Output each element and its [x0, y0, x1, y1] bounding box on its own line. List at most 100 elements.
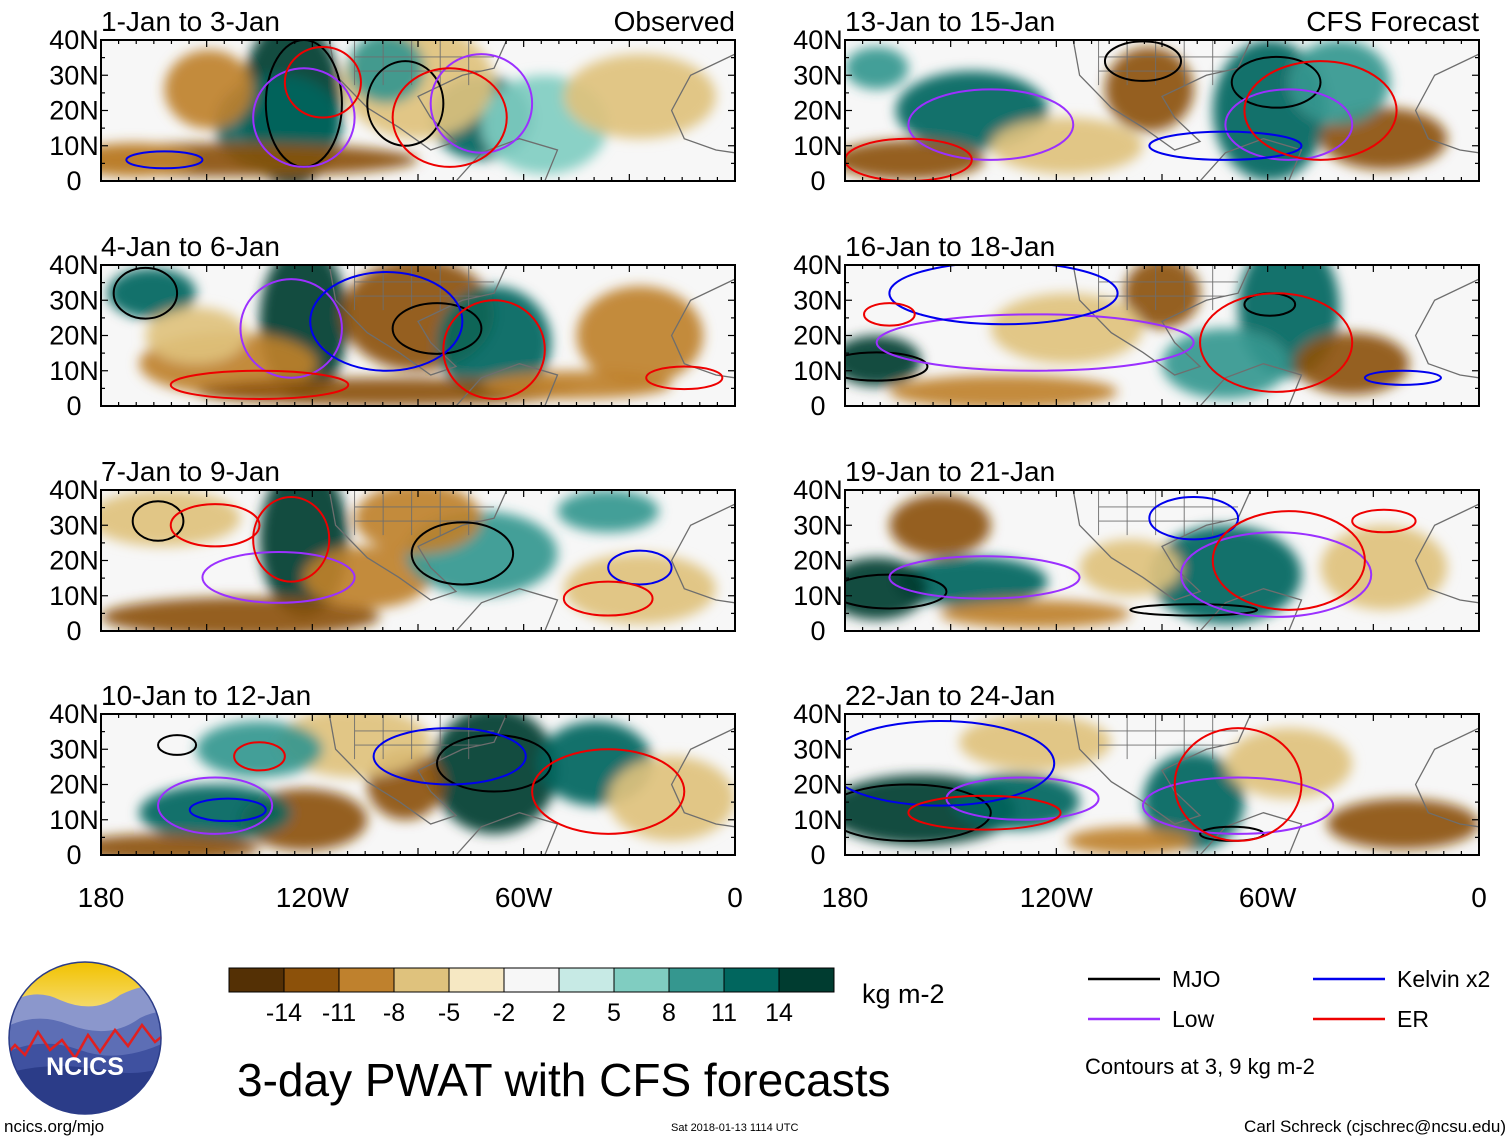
panel-ticks [100, 39, 736, 182]
legend-label: Kelvin x2 [1397, 966, 1490, 992]
colorbar-level: -2 [493, 999, 515, 1027]
contour-line [888, 265, 1119, 326]
contour-line [157, 734, 198, 756]
lat-tick-label: 40N [793, 475, 843, 505]
website-link[interactable]: ncics.org/mjo [4, 1117, 104, 1136]
panel-1: 40N 30N 20N 10N 0 1-Jan to 3-Jan Observed [49, 6, 736, 196]
lat-tick-label: 0 [810, 391, 825, 421]
lon-tick-label: 120W [276, 882, 350, 913]
colorbar-level: 8 [662, 999, 676, 1027]
anomaly-field [101, 490, 716, 631]
anomaly-blob [889, 374, 1118, 406]
anomaly-blob [430, 714, 558, 834]
lon-tick-label: 180 [822, 882, 869, 913]
ncics-logo[interactable]: NCICS [0, 961, 170, 1120]
panel-7: 40N 30N 20N 10N 0 19-Jan to 21-Jan [793, 456, 1480, 646]
contour-line [1199, 292, 1354, 393]
contour-line [1243, 60, 1398, 161]
contour-line [845, 351, 929, 382]
lat-tick-label: 10N [49, 581, 99, 611]
contour-line [1173, 727, 1303, 842]
anomaly-field [845, 494, 1448, 629]
figure-title: 3-day PWAT with CFS forecasts [237, 1054, 891, 1106]
colorbar-swatch [283, 967, 340, 993]
contour-note: Contours at 3, 9 kg m-2 [1085, 1054, 1315, 1079]
contour-line [169, 369, 350, 400]
coastlines [328, 714, 735, 855]
contour-line [845, 783, 992, 842]
anomaly-blob [303, 546, 431, 609]
colorbar-level: 5 [607, 999, 621, 1027]
contour-line [1148, 130, 1303, 161]
panel-title: 22-Jan to 24-Jan [845, 680, 1055, 711]
panels-layer: 40N 30N 20N 10N 0 1-Jan to 3-Jan Observed 40N 30… [49, 6, 1487, 913]
panel-title: 19-Jan to 21-Jan [845, 456, 1055, 487]
contour-line [283, 46, 362, 119]
panel-title: 10-Jan to 12-Jan [101, 680, 311, 711]
panel-title: 1-Jan to 3-Jan [101, 6, 280, 37]
lat-tick-label: 30N [793, 510, 843, 540]
colorbar-swatch [613, 967, 670, 993]
anomaly-field [845, 40, 1448, 181]
anomaly-blob [889, 494, 991, 557]
lat-tick-label: 20N [793, 770, 843, 800]
lat-tick-label: 40N [793, 25, 843, 55]
timestamp: Sat 2018-01-13 1114 UTC [671, 1122, 798, 1134]
contour-line [875, 313, 1195, 372]
contour-line [1148, 496, 1240, 541]
panel-ticks [100, 713, 736, 856]
wave-contours [112, 266, 724, 400]
contour-line [845, 720, 1056, 807]
contour-line [188, 797, 267, 823]
anomaly-blob [895, 556, 1048, 608]
lat-tick-label: 20N [49, 546, 99, 576]
lat-tick-label: 30N [793, 285, 843, 315]
anomaly-blob [1142, 752, 1245, 851]
contour-line [1129, 603, 1259, 617]
lat-tick-label: 40N [49, 250, 99, 280]
wave-contours [845, 720, 1335, 842]
contour-line [1363, 369, 1442, 386]
contour-line [907, 794, 1062, 831]
contour-line [1230, 55, 1322, 109]
lat-tick-label: 0 [810, 840, 825, 870]
contour-line [391, 67, 508, 168]
colorbar-swatch [668, 967, 725, 993]
colorbar-swatch [723, 967, 780, 993]
lat-tick-label: 0 [66, 391, 81, 421]
anomaly-blob [101, 490, 241, 547]
anomaly-field [845, 265, 1410, 406]
contour-line [372, 727, 527, 786]
panel-title: 16-Jan to 18-Jan [845, 231, 1055, 262]
panel-ticks [844, 264, 1480, 407]
colorbar-level: 2 [552, 999, 566, 1027]
contour-line [1224, 88, 1354, 161]
contour-line [391, 302, 483, 355]
anomaly-blob [845, 557, 928, 620]
legend: MJO Kelvin x2 Low ER [1088, 966, 1490, 1032]
anomaly-blob [990, 293, 1143, 364]
lat-tick-label: 30N [49, 285, 99, 315]
lat-tick-label: 30N [793, 734, 843, 764]
anomaly-blob [139, 784, 292, 841]
lat-tick-label: 20N [49, 770, 99, 800]
legend-label: ER [1397, 1006, 1429, 1032]
contour-line [888, 555, 1081, 600]
anomaly-blob [563, 553, 716, 624]
lon-tick-label: 60W [1239, 882, 1297, 913]
anomaly-blob [1066, 826, 1194, 855]
colorbar-level: -11 [322, 999, 356, 1027]
colorbar: -14 -11 -8 -5 -2 2 5 8 11 14 [228, 967, 835, 1027]
contour-line [157, 776, 274, 835]
contour-line [645, 365, 724, 391]
coastlines [1072, 265, 1479, 406]
anomaly-blob [557, 490, 659, 533]
anomaly-blob [563, 54, 716, 139]
anomaly-blob [164, 49, 254, 129]
lon-tick-label: 60W [495, 882, 553, 913]
anomaly-blob [1225, 728, 1353, 799]
panel-title: 13-Jan to 15-Jan [845, 6, 1055, 37]
lat-tick-label: 10N [793, 131, 843, 161]
contour-line [442, 299, 546, 400]
